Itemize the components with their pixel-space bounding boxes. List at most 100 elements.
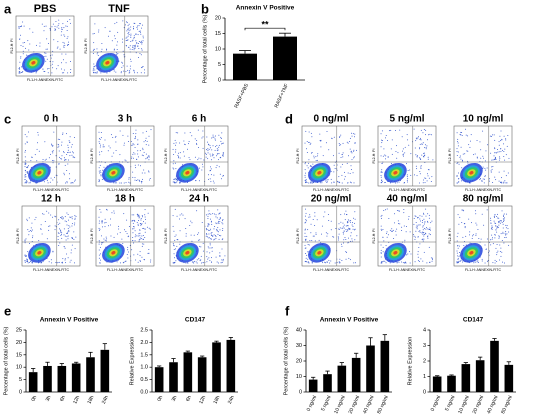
flow-event	[503, 215, 505, 217]
flow-event	[48, 225, 50, 227]
flow-event	[138, 47, 140, 49]
x-tick-label: 0h	[156, 395, 164, 403]
flow-event	[317, 153, 319, 155]
y-tick-label: 2.0	[140, 340, 148, 346]
flow-event	[193, 260, 195, 262]
flow-event	[134, 177, 136, 179]
flow-event	[145, 144, 147, 146]
flow-event	[405, 226, 407, 228]
flow-event	[93, 66, 95, 68]
flow-event	[383, 148, 385, 150]
flow-event	[52, 61, 54, 63]
flow-event	[58, 150, 60, 152]
flow-event	[74, 218, 76, 220]
flow-event	[35, 72, 37, 74]
flow-event	[57, 232, 59, 234]
flow-event	[20, 34, 22, 36]
flow-event	[115, 52, 117, 54]
flow-event	[130, 60, 132, 62]
flow-event	[137, 156, 139, 158]
flow-event	[128, 46, 130, 48]
flow-event	[456, 175, 458, 177]
flow-event	[135, 33, 137, 35]
flow-title: 18 h	[115, 194, 135, 205]
flow-event	[67, 41, 69, 43]
flow-event	[65, 133, 67, 135]
flow-event	[381, 130, 383, 132]
flow-event	[500, 140, 502, 142]
flow-event	[24, 151, 26, 153]
flow-event	[339, 144, 341, 146]
flow-event	[173, 154, 175, 156]
flow-y-axis: FL2-H: PI	[448, 148, 452, 163]
flow-event	[52, 179, 54, 181]
flow-title: 12 h	[41, 194, 61, 205]
flow-event	[69, 261, 71, 263]
flow-event	[98, 151, 100, 153]
flow-event	[313, 155, 315, 157]
flow-event	[190, 234, 192, 236]
flow-event	[390, 129, 392, 131]
flow-event	[309, 216, 311, 218]
flow-event	[459, 216, 461, 218]
flow-event	[325, 232, 327, 234]
flow-event	[311, 152, 313, 154]
x-tick-label: 20 ng/ml	[472, 395, 486, 415]
flow-event	[219, 255, 221, 257]
flow-event	[100, 50, 102, 52]
flow-event	[415, 230, 417, 232]
flow-event	[218, 153, 220, 155]
flow-event	[406, 179, 408, 181]
flow-event	[461, 209, 463, 211]
flow-event	[219, 255, 221, 257]
flow-event	[500, 151, 502, 153]
flow-event	[210, 181, 212, 183]
flow-event	[220, 262, 222, 264]
flow-event	[304, 176, 306, 178]
flow-event	[390, 162, 392, 164]
flow-event	[117, 31, 119, 33]
flow-event	[460, 158, 462, 160]
flow-event	[498, 141, 500, 143]
flow-event	[64, 182, 66, 184]
flow-event	[386, 208, 388, 210]
flow-event	[24, 163, 26, 165]
flow-event	[136, 42, 138, 44]
flow-event	[133, 45, 135, 47]
y-tick-label: 4	[423, 327, 426, 333]
flow-event	[133, 152, 135, 154]
flow-event	[506, 213, 508, 215]
flow-event	[128, 27, 130, 29]
flow-event	[482, 178, 484, 180]
bar	[57, 365, 67, 392]
flow-event	[187, 148, 189, 150]
flow-event	[426, 180, 428, 182]
flow-event	[26, 258, 28, 260]
flow-event	[423, 227, 425, 229]
flow-event	[480, 238, 482, 240]
flow-event	[132, 47, 134, 49]
flow-event	[130, 40, 132, 42]
flow-event	[398, 210, 400, 212]
flow-event	[69, 22, 71, 24]
flow-event	[24, 255, 26, 257]
flow-event	[342, 222, 344, 224]
flow-event	[141, 215, 143, 217]
flow-event	[214, 226, 216, 228]
flow-event	[114, 38, 116, 40]
flow-event	[348, 227, 350, 229]
flow-event	[61, 155, 63, 157]
flow-event	[20, 56, 22, 58]
flow-event	[491, 238, 493, 240]
flow-event	[416, 224, 418, 226]
flow-event	[314, 224, 316, 226]
flow-event	[177, 180, 179, 182]
flow-event	[63, 151, 65, 153]
flow-event	[425, 177, 427, 179]
flow-event	[18, 72, 20, 74]
flow-event	[304, 163, 306, 165]
flow-event	[211, 235, 213, 237]
flow-event	[348, 155, 350, 157]
flow-event	[396, 182, 398, 184]
flow-event	[174, 162, 176, 164]
